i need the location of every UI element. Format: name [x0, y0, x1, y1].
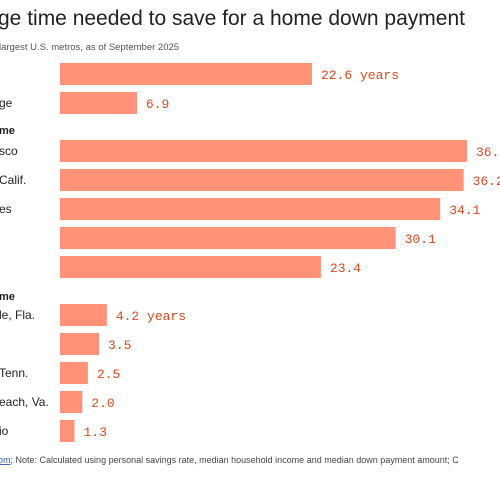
row-label-sco: sco [0, 144, 18, 158]
value-label-2-4: 1.3 [83, 425, 106, 440]
bar-2-3 [60, 391, 83, 413]
bar-2-4 [60, 420, 75, 442]
row-label-es: es [0, 202, 12, 216]
chart-marks: 22.6 years ge 6.9 me sco 36.5 Calif. 36.2 es 34.1… [0, 63, 500, 442]
value-label-0-0: 22.6 years [321, 68, 399, 83]
value-label-2-2: 2.5 [97, 367, 120, 382]
chart-note: om; Note: Calculated using personal savi… [0, 455, 459, 465]
row-label-io: io [0, 424, 9, 438]
value-label-2-1: 3.5 [108, 338, 131, 353]
value-label-2-0: 4.2 years [116, 309, 186, 324]
value-label-1-0: 36.5 [476, 145, 500, 160]
bar-1-3 [60, 227, 396, 249]
value-label-1-3: 30.1 [405, 232, 436, 247]
value-label-2-3: 2.0 [91, 396, 114, 411]
bar-1-4 [60, 256, 321, 278]
bar-1-2 [60, 198, 441, 220]
value-label-1-1: 36.2 [473, 174, 500, 189]
group-heading-1: me [0, 125, 15, 137]
value-label-0-1: 6.9 [146, 97, 169, 112]
bar-1-0 [60, 140, 467, 162]
row-label-ge: ge [0, 96, 13, 110]
bar-0-1 [60, 92, 137, 114]
value-label-1-4: 23.4 [330, 261, 361, 276]
row-label-le-fla: le, Fla. [0, 308, 35, 322]
bar-1-1 [60, 169, 464, 191]
row-label-calif: Calif. [0, 173, 26, 187]
bar-2-0 [60, 304, 107, 326]
row-label-tenn: Tenn. [0, 366, 28, 380]
value-label-1-2: 34.1 [449, 203, 480, 218]
group-heading-2: me [0, 291, 15, 303]
bar-0-0 [60, 63, 312, 85]
note-text: ; Note: Calculated using personal saving… [11, 455, 460, 465]
chart-subtitle: largest U.S. metros, as of September 202… [0, 42, 179, 53]
bar-2-1 [60, 333, 100, 355]
row-label-each-va: each, Va. [0, 395, 49, 409]
source-link[interactable]: om [0, 455, 11, 465]
bar-2-2 [60, 362, 88, 384]
chart-title: ge time needed to save for a home down p… [0, 7, 465, 30]
